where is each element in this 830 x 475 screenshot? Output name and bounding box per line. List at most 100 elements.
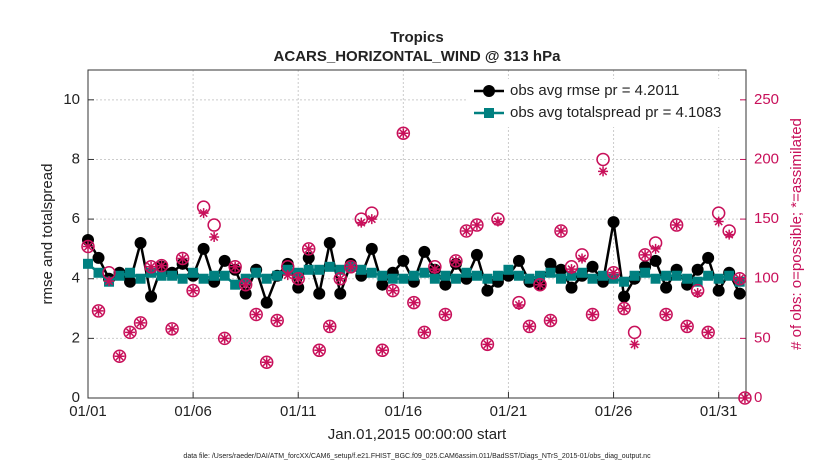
point <box>471 220 482 231</box>
point <box>186 283 200 298</box>
point <box>661 309 672 320</box>
y-tick-label: 0 <box>72 389 80 406</box>
point <box>577 253 588 264</box>
point <box>198 208 209 219</box>
point <box>145 290 158 303</box>
point <box>240 279 251 290</box>
point <box>303 264 314 275</box>
point <box>692 276 703 287</box>
point <box>312 343 326 358</box>
point <box>218 254 231 267</box>
point <box>123 325 137 340</box>
point <box>219 333 230 344</box>
point <box>323 236 336 249</box>
point <box>375 343 390 358</box>
point <box>470 218 484 232</box>
point <box>713 216 724 227</box>
point <box>387 285 398 296</box>
point <box>156 270 167 281</box>
point <box>554 224 568 238</box>
point <box>83 241 93 252</box>
point <box>249 307 263 322</box>
point <box>230 261 241 272</box>
legend-box <box>468 79 740 127</box>
point <box>618 290 631 303</box>
point <box>608 267 619 278</box>
point <box>125 267 136 278</box>
x-tick-label: 01/01 <box>69 403 107 420</box>
point <box>228 260 242 274</box>
point <box>450 273 461 284</box>
point <box>112 349 127 364</box>
point <box>261 357 272 368</box>
y2-tick-label: 50 <box>754 329 771 346</box>
point <box>366 214 377 225</box>
point <box>712 284 725 297</box>
point <box>260 296 273 309</box>
point <box>398 128 409 139</box>
point <box>146 261 157 272</box>
point <box>682 321 693 332</box>
point <box>144 260 158 274</box>
point <box>640 249 651 260</box>
point <box>291 271 305 286</box>
point <box>419 327 430 338</box>
point <box>459 224 474 238</box>
point <box>334 287 347 300</box>
point <box>545 267 556 278</box>
point <box>135 317 146 328</box>
point <box>272 315 283 326</box>
point <box>397 254 410 267</box>
point <box>209 270 220 281</box>
point <box>261 273 272 284</box>
y2-tick-label: 150 <box>754 210 779 227</box>
point <box>419 267 430 278</box>
point <box>692 288 703 299</box>
x-axis-label: Jan.01,2015 00:00:00 start <box>328 426 507 443</box>
y-tick-label: 6 <box>72 210 80 227</box>
point <box>732 271 747 286</box>
point <box>682 273 693 284</box>
point <box>429 264 440 275</box>
point <box>165 322 179 336</box>
point <box>739 393 750 403</box>
point <box>480 337 495 352</box>
point <box>598 270 609 281</box>
point <box>524 273 535 284</box>
point <box>230 279 241 290</box>
point <box>114 351 125 362</box>
point <box>365 242 378 255</box>
point <box>629 339 640 350</box>
point <box>492 270 503 281</box>
point <box>177 253 188 264</box>
point <box>534 279 545 290</box>
point <box>259 355 274 369</box>
point <box>198 273 209 284</box>
point <box>691 263 704 276</box>
point <box>154 258 169 273</box>
point <box>619 276 630 287</box>
y2-tick-label: 200 <box>754 150 779 167</box>
point <box>703 327 714 338</box>
point <box>734 273 745 284</box>
x-tick-label: 01/11 <box>280 403 316 420</box>
y-tick-label: 8 <box>72 150 80 167</box>
point <box>81 239 95 254</box>
point <box>638 248 652 262</box>
chart-title: Tropics <box>390 29 443 46</box>
point <box>188 285 199 296</box>
x-tick-label: 01/31 <box>700 403 738 420</box>
y-axis-label: rmse and totalspread <box>39 164 56 305</box>
point <box>738 391 752 405</box>
point <box>282 264 293 275</box>
y2-tick-label: 100 <box>754 270 779 287</box>
point <box>440 309 451 320</box>
point <box>470 248 483 261</box>
point <box>398 273 409 284</box>
point <box>219 270 230 281</box>
point <box>640 267 651 278</box>
point <box>512 254 525 267</box>
point <box>333 271 348 286</box>
point <box>627 325 642 340</box>
